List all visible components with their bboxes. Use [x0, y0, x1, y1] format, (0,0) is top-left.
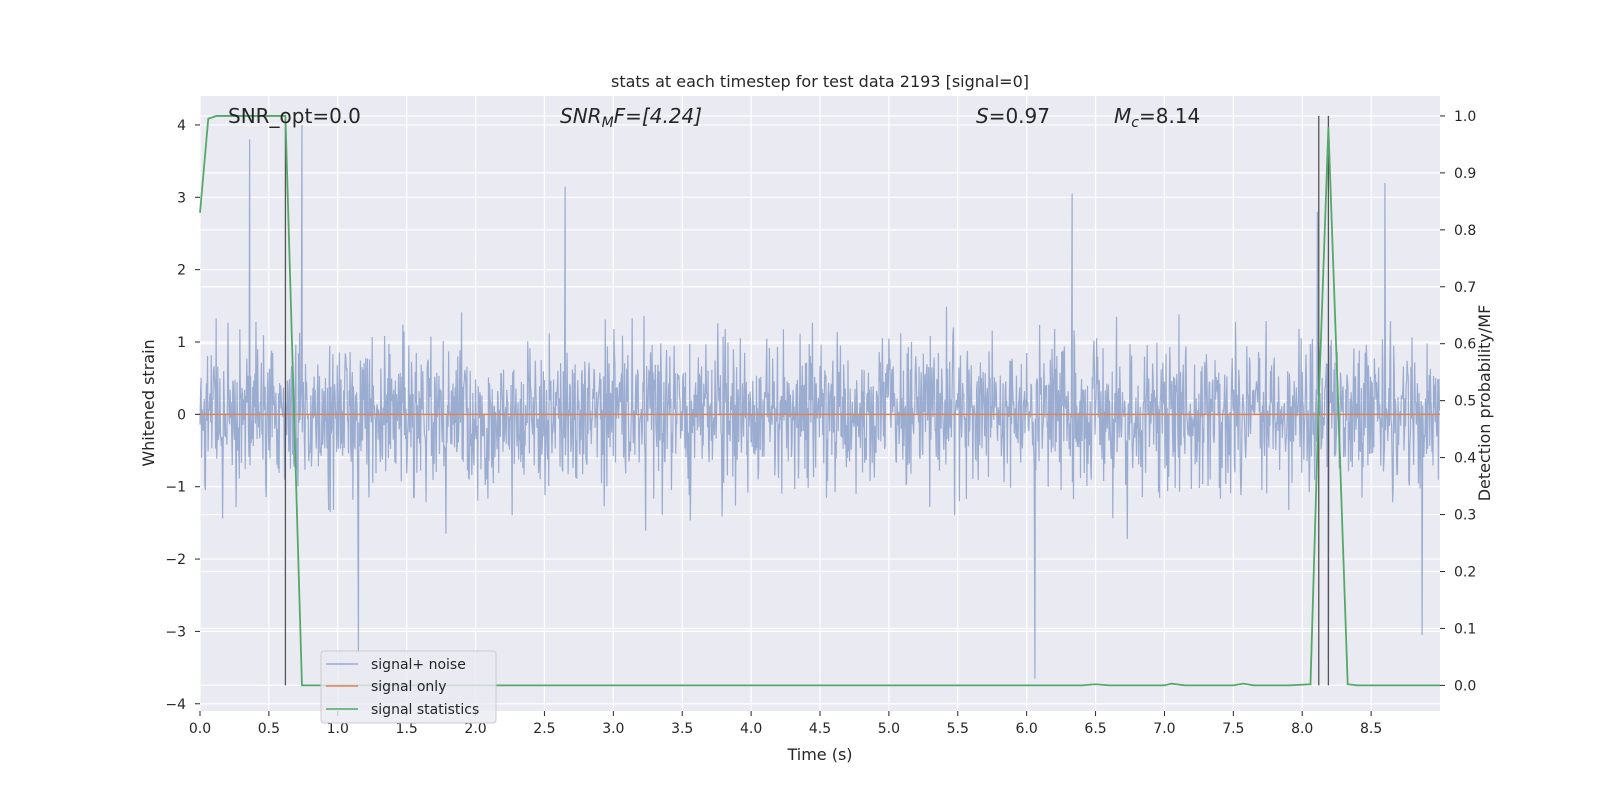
annotation-mc-rest: =8.14 [1139, 104, 1200, 128]
y-axis-label: Whitened strain [139, 339, 158, 466]
signal-statistics-line [199, 115, 1440, 687]
x-tick-label: 4.0 [740, 721, 762, 737]
legend-label-signal-only: signal only [371, 679, 446, 695]
x-tick-label: 3.0 [602, 721, 624, 737]
y2-tick-label: 0.7 [1454, 280, 1476, 296]
y2-tick-label: 0.8 [1454, 223, 1476, 239]
y-axis-ticks: 4 3 2 1 0 −1 −2 −3 −4 [165, 118, 200, 713]
annotation-s-rest: =0.97 [989, 104, 1050, 128]
y2-tick-label: 0.9 [1454, 166, 1476, 182]
x-tick-label: 2.5 [533, 721, 555, 737]
x-tick-label: 0.5 [258, 721, 280, 737]
annotation-mc-main: M [1114, 104, 1131, 128]
x-tick-label: 8.0 [1291, 721, 1313, 737]
annotation-mc: Mc=8.14 [1114, 104, 1200, 131]
y2-tick-label: 0.1 [1454, 621, 1476, 637]
annotation-s-main: S [976, 104, 989, 128]
y-tick-label: 4 [177, 118, 186, 134]
y-tick-label: 2 [177, 263, 186, 279]
x-axis-ticks: 0.0 0.5 1.0 1.5 2.0 2.5 3.0 3.5 4.0 4.5 5.0 5.5 6.0 6… [189, 711, 1382, 737]
x-tick-label: 1.5 [396, 721, 418, 737]
x-tick-label: 6.5 [1084, 721, 1106, 737]
legend: signal+ noise signal only signal statist… [320, 650, 497, 724]
annotation-snr-opt: SNR_opt=0.0 [228, 104, 361, 128]
x-tick-label: 5.5 [947, 721, 969, 737]
y-tick-label: −3 [165, 624, 186, 640]
x-tick-label: 6.0 [1016, 721, 1038, 737]
y-tick-label: 3 [177, 190, 186, 206]
chart-title: stats at each timestep for test data 219… [611, 72, 1029, 91]
annotation-snr-mf-sub: M [602, 115, 614, 131]
x-tick-label: 0.0 [189, 721, 211, 737]
y2-axis-ticks: 1.0 0.9 0.8 0.7 0.6 0.5 0.4 0.3 0.2 0.1 0.0 [1440, 109, 1476, 694]
y2-tick-label: 0.6 [1454, 337, 1476, 353]
y2-tick-label: 1.0 [1454, 109, 1476, 125]
x-tick-label: 4.5 [809, 721, 831, 737]
y2-tick-label: 0.0 [1454, 678, 1476, 694]
series-signal-statistics [199, 115, 1440, 687]
y2-tick-label: 0.5 [1454, 394, 1476, 410]
x-tick-label: 7.0 [1153, 721, 1175, 737]
y2-tick-label: 0.2 [1454, 564, 1476, 580]
annotation-snr-mf-main: SNR [560, 104, 602, 128]
y-tick-label: −4 [165, 697, 186, 713]
legend-label-signal-statistics: signal statistics [371, 702, 479, 718]
x-tick-label: 3.5 [671, 721, 693, 737]
x-tick-label: 2.0 [464, 721, 486, 737]
y-tick-label: 1 [177, 335, 186, 351]
y2-tick-label: 0.4 [1454, 451, 1476, 467]
series-signal-noise [199, 124, 1441, 679]
annotation-s: S=0.97 [976, 104, 1050, 128]
x-tick-label: 5.0 [878, 721, 900, 737]
y2-tick-label: 0.3 [1454, 508, 1476, 524]
signal-noise-line [199, 124, 1441, 679]
x-tick-label: 1.0 [327, 721, 349, 737]
y2-axis-label: Detection probability/MF [1475, 305, 1494, 502]
y-tick-label: 0 [177, 407, 186, 423]
y-tick-label: −1 [165, 480, 186, 496]
annotation-mc-sub: c [1131, 115, 1139, 131]
annotation-snr-mf: SNRMF=[4.24] [560, 104, 702, 131]
annotation-snr-mf-rest: F=[4.24] [614, 104, 702, 128]
legend-box [320, 650, 497, 724]
y-tick-label: −2 [165, 552, 186, 568]
x-tick-label: 8.5 [1360, 721, 1382, 737]
x-tick-label: 7.5 [1222, 721, 1244, 737]
x-axis-label: Time (s) [786, 745, 852, 764]
legend-label-signal-noise: signal+ noise [371, 657, 466, 673]
